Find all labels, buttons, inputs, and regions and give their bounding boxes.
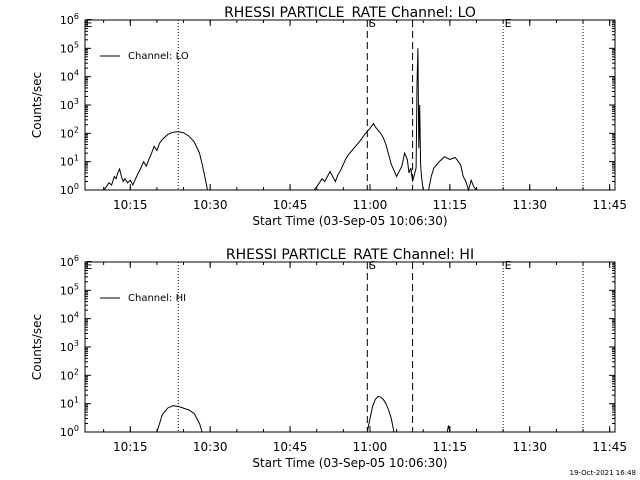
y-axis-label: Counts/sec xyxy=(30,72,44,138)
x-tick-label: 11:00 xyxy=(353,440,388,454)
x-tick-label: 10:15 xyxy=(113,198,148,212)
x-tick-label: 11:15 xyxy=(433,440,468,454)
y-tick-label: 101 xyxy=(60,396,79,411)
marker-label: E xyxy=(505,259,512,272)
x-tick-label: 10:15 xyxy=(113,440,148,454)
y-tick-label: 103 xyxy=(60,97,79,112)
marker-label: S xyxy=(369,17,376,30)
y-tick-label: 100 xyxy=(60,424,79,439)
y-tick-label: 102 xyxy=(60,367,79,382)
chart-title: RHESSI PARTICLE_RATE Channel: LO xyxy=(224,5,476,21)
x-tick-label: 11:45 xyxy=(592,198,627,212)
legend-label: Channel: LO xyxy=(128,51,189,62)
y-tick-label: 104 xyxy=(60,69,79,84)
plot-frame xyxy=(84,261,616,433)
panel-lo: RHESSI PARTICLE_RATE Channel: LO 10:15 10:… xyxy=(30,5,627,228)
series-line xyxy=(103,48,477,192)
x-tick-label: 10:45 xyxy=(273,198,308,212)
y-tick-label: 106 xyxy=(60,12,79,27)
x-tick-label: 11:45 xyxy=(592,440,627,454)
x-axis-label: Start Time (03-Sep-05 10:06:30) xyxy=(252,456,447,470)
marker-label: E xyxy=(505,17,512,30)
y-axis-label: Counts/sec xyxy=(30,314,44,380)
y-tick-label: 104 xyxy=(60,311,79,326)
x-tick-label: 10:30 xyxy=(193,440,228,454)
marker-label: E xyxy=(86,259,93,272)
y-tick-label: 105 xyxy=(60,40,79,55)
x-tick-label: 11:15 xyxy=(433,198,468,212)
chart-title: RHESSI PARTICLE_RATE Channel: HI xyxy=(226,247,474,263)
x-tick-label: 11:30 xyxy=(512,440,547,454)
x-tick-label: 11:00 xyxy=(353,198,388,212)
legend-label: Channel: HI xyxy=(128,293,186,304)
marker-label: E xyxy=(86,17,93,30)
panel-hi: RHESSI PARTICLE_RATE Channel: HI 10:15 10:… xyxy=(30,247,627,470)
x-axis-label: Start Time (03-Sep-05 10:06:30) xyxy=(252,214,447,228)
y-tick-label: 105 xyxy=(60,282,79,297)
y-tick-label: 102 xyxy=(60,125,79,140)
y-tick-label: 103 xyxy=(60,339,79,354)
y-tick-label: 100 xyxy=(60,182,79,197)
x-tick-label: 10:45 xyxy=(273,440,308,454)
plot-frame xyxy=(84,19,616,191)
series-line xyxy=(156,395,451,433)
y-tick-label: 106 xyxy=(60,254,79,269)
x-tick-label: 10:30 xyxy=(193,198,228,212)
y-tick-label: 101 xyxy=(60,154,79,169)
timestamp: 19-Oct-2021 16:48 xyxy=(570,469,636,477)
marker-label: S xyxy=(369,259,376,272)
x-tick-label: 11:30 xyxy=(512,198,547,212)
